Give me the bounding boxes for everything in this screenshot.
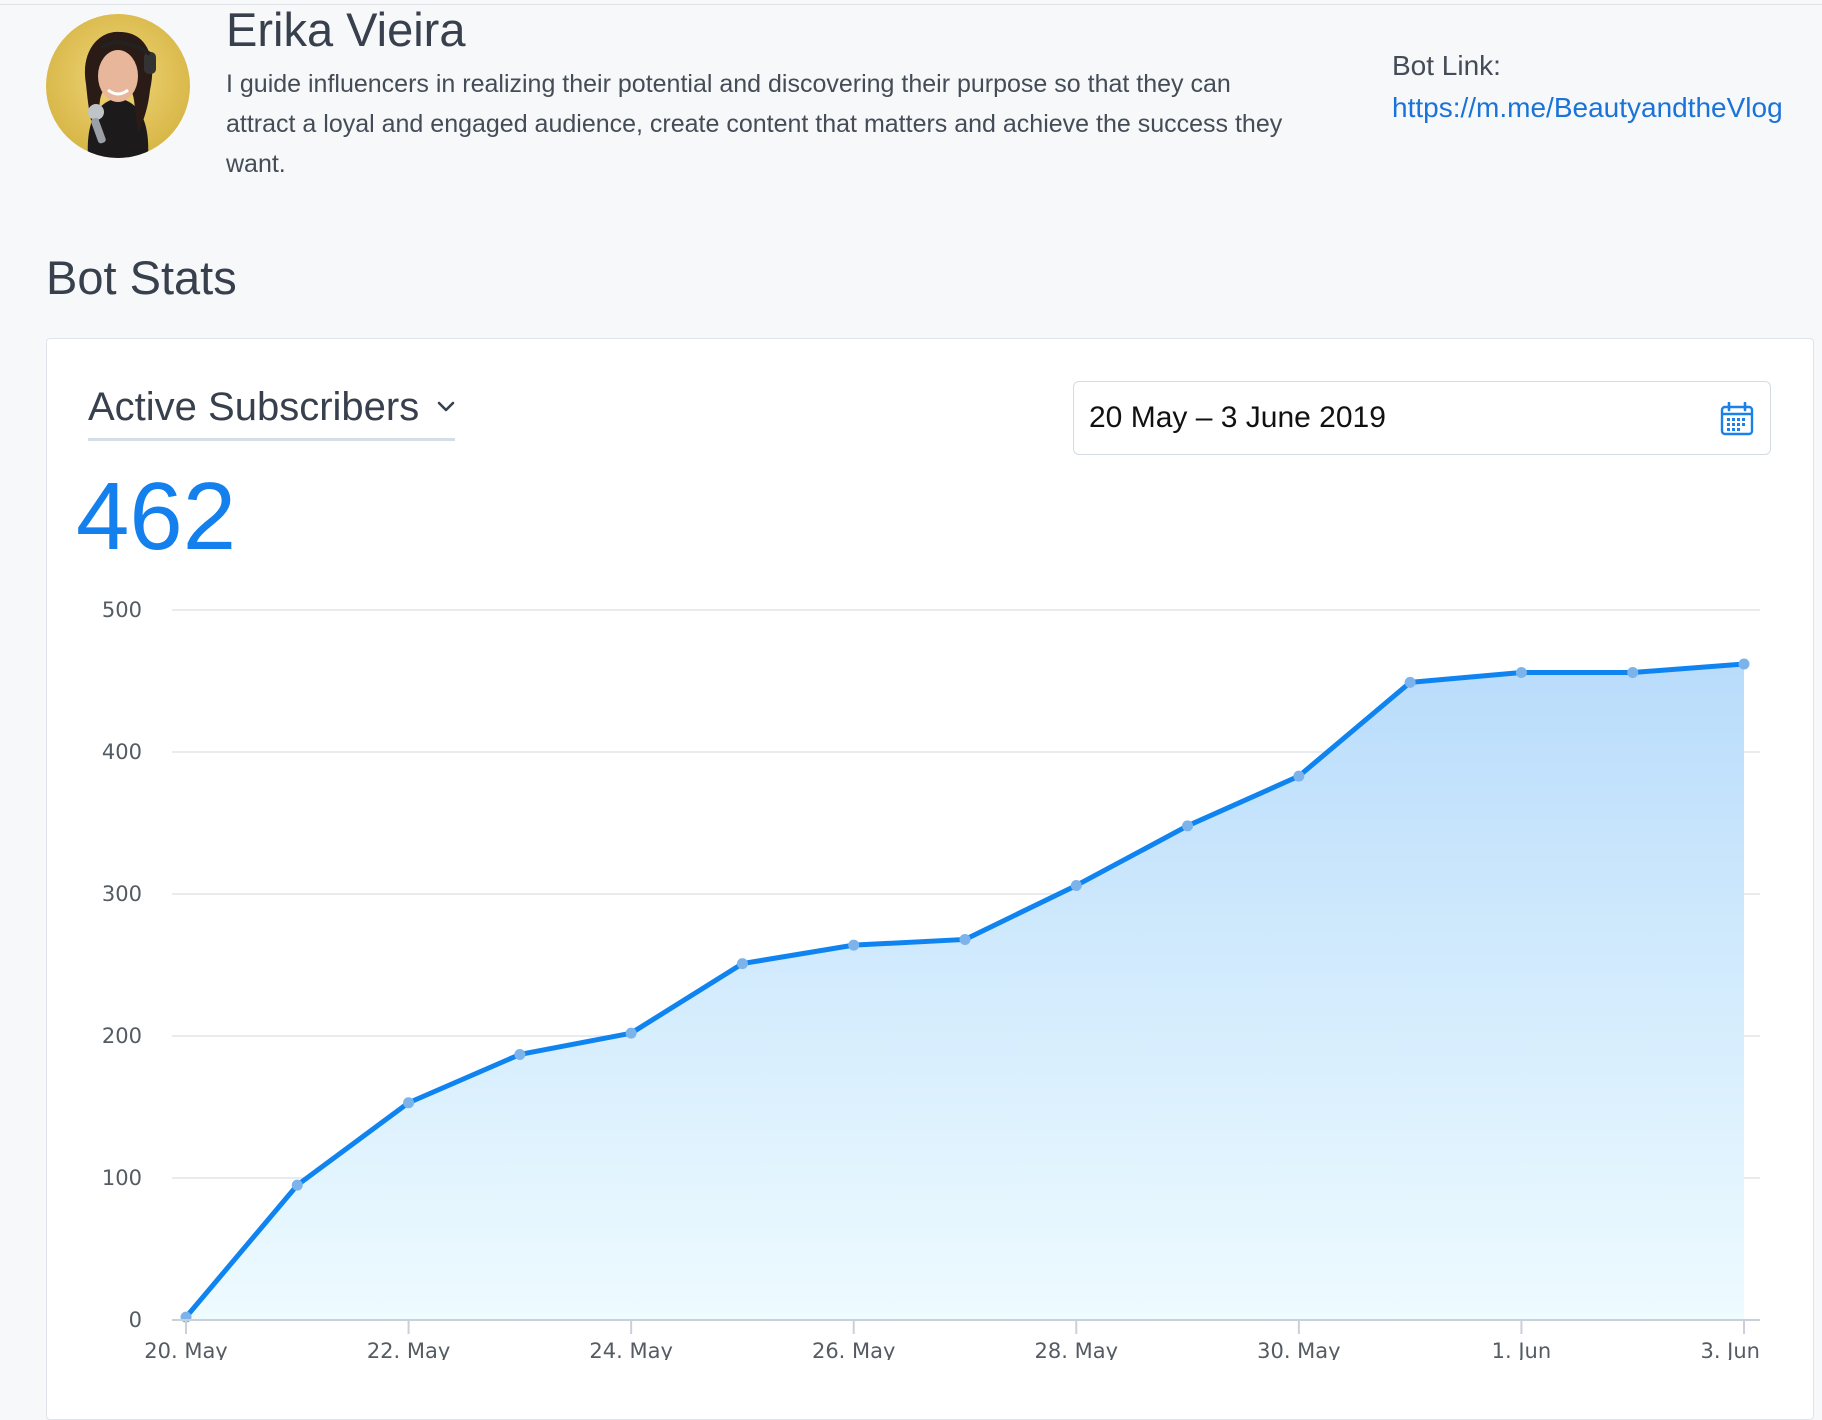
x-tick-label: 30. May: [1257, 1339, 1341, 1360]
x-tick-label: 26. May: [812, 1339, 896, 1360]
x-axis: 20. May 22. May 24. May 26. May 28. May 30. M…: [144, 1319, 1760, 1360]
profile-avatar: [46, 14, 190, 158]
x-tick-label: 20. May: [144, 1339, 228, 1360]
data-point[interactable]: [959, 933, 971, 945]
top-divider: [0, 4, 1822, 5]
y-tick-label: 400: [102, 740, 142, 764]
data-point[interactable]: [1627, 666, 1639, 678]
x-tick-label: 24. May: [589, 1339, 673, 1360]
y-tick-label: 100: [102, 1166, 142, 1190]
data-point[interactable]: [1515, 666, 1527, 678]
x-tick-label: 1. Jun: [1492, 1339, 1552, 1360]
section-title: Bot Stats: [46, 251, 237, 304]
profile-name: Erika Vieira: [226, 3, 466, 56]
data-point[interactable]: [1404, 676, 1416, 688]
data-point[interactable]: [514, 1048, 526, 1060]
metric-dropdown-label: Active Subscribers: [88, 385, 420, 429]
data-point[interactable]: [1070, 879, 1082, 891]
data-point[interactable]: [291, 1179, 303, 1191]
bot-link[interactable]: https://m.me/BeautyandtheVlog: [1392, 92, 1783, 123]
y-axis-labels: 0 100 200 300 400 500: [102, 598, 142, 1332]
data-point[interactable]: [848, 939, 860, 951]
date-range-text: 20 May – 3 June 2019: [1089, 401, 1386, 434]
data-point[interactable]: [403, 1097, 415, 1109]
data-point[interactable]: [1293, 770, 1305, 782]
date-range-picker[interactable]: 20 May – 3 June 2019: [1073, 381, 1771, 455]
y-tick-label: 300: [102, 882, 142, 906]
data-point[interactable]: [1738, 658, 1750, 670]
x-tick-label: 3. Jun: [1700, 1339, 1760, 1360]
metric-value: 462: [76, 463, 237, 570]
chart-points: [180, 658, 1750, 1323]
active-subscribers-chart: 0 100 200 300 400 500 20. May 22. May 24. May 26…: [102, 598, 1760, 1360]
bot-link-label: Bot Link:: [1392, 50, 1501, 81]
data-point[interactable]: [1182, 820, 1194, 832]
profile-bio: I guide influencers in realizing their p…: [226, 70, 1283, 178]
data-point[interactable]: [736, 958, 748, 970]
y-tick-label: 200: [102, 1024, 142, 1048]
x-tick-label: 22. May: [367, 1339, 451, 1360]
y-tick-label: 500: [102, 598, 142, 622]
x-tick-label: 28. May: [1035, 1339, 1119, 1360]
metric-dropdown[interactable]: Active Subscribers: [88, 382, 456, 441]
data-point[interactable]: [625, 1027, 637, 1039]
y-tick-label: 0: [129, 1308, 142, 1332]
chevron-down-icon: [437, 401, 455, 412]
chart-area-fill: [186, 663, 1744, 1320]
calendar-icon[interactable]: [1720, 402, 1754, 436]
